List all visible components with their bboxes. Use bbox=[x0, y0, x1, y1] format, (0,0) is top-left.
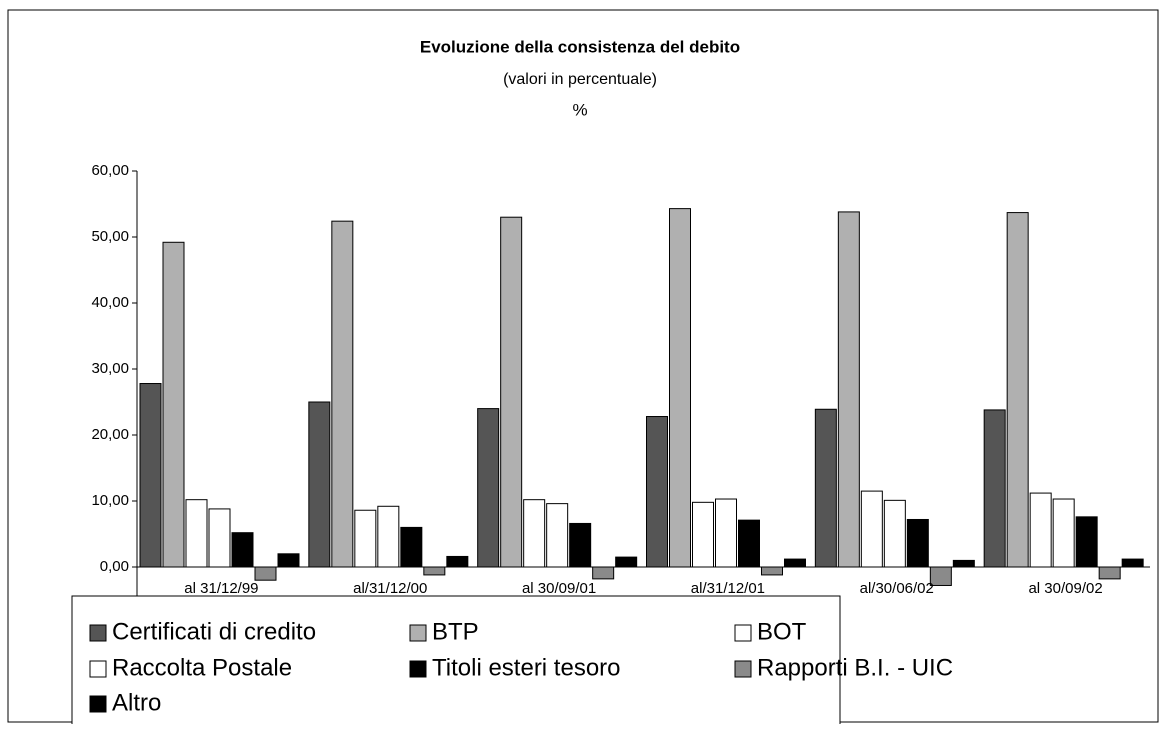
bar bbox=[500, 216, 523, 568]
bar bbox=[692, 501, 714, 568]
x-tick-label: al/31/12/00 bbox=[353, 580, 427, 597]
legend-swatch bbox=[89, 660, 107, 678]
bar bbox=[446, 555, 469, 568]
bar bbox=[1098, 566, 1121, 580]
chart-subtitle: (valori in percentuale) bbox=[503, 71, 657, 88]
bar bbox=[231, 532, 254, 568]
y-tick-label: 20,00 bbox=[91, 426, 129, 443]
chart-title: Evoluzione della consistenza del debito bbox=[420, 37, 740, 56]
bar bbox=[1006, 212, 1029, 568]
bar bbox=[569, 522, 592, 568]
bar bbox=[615, 556, 638, 568]
bar bbox=[1052, 498, 1075, 568]
legend-swatch bbox=[89, 624, 107, 642]
legend-label: Raccolta Postale bbox=[112, 654, 292, 681]
y-tick-label: 50,00 bbox=[91, 228, 129, 245]
legend-label: BOT bbox=[757, 618, 807, 645]
y-tick-label: 10,00 bbox=[91, 492, 129, 509]
bar bbox=[354, 509, 377, 568]
bar bbox=[983, 409, 1006, 568]
legend-label: Certificati di credito bbox=[112, 618, 316, 645]
bar bbox=[185, 499, 208, 568]
bar bbox=[906, 518, 929, 568]
bar bbox=[761, 566, 783, 576]
x-tick-label: al/31/12/01 bbox=[691, 580, 765, 597]
bar bbox=[784, 558, 806, 568]
bar bbox=[669, 208, 691, 568]
y-tick-label: 40,00 bbox=[91, 294, 129, 311]
legend-label: Titoli esteri tesoro bbox=[432, 654, 621, 681]
legend-label: Altro bbox=[112, 689, 161, 716]
bar bbox=[646, 416, 668, 568]
bar bbox=[1029, 492, 1052, 568]
legend-swatch bbox=[409, 624, 427, 642]
y-tick-label: 30,00 bbox=[91, 360, 129, 377]
legend-swatch bbox=[734, 660, 752, 678]
bar bbox=[477, 408, 500, 568]
y-tick-label: 0,00 bbox=[100, 558, 129, 575]
bar bbox=[952, 559, 975, 568]
bar bbox=[860, 490, 883, 568]
bar bbox=[592, 566, 615, 580]
bar bbox=[162, 241, 185, 568]
bar bbox=[331, 220, 354, 568]
bar bbox=[254, 566, 277, 581]
y-tick-label: 60,00 bbox=[91, 162, 129, 179]
bar bbox=[883, 499, 906, 568]
x-tick-label: al/30/06/02 bbox=[860, 580, 934, 597]
bar bbox=[277, 553, 300, 568]
bar bbox=[308, 401, 331, 568]
bar bbox=[1121, 558, 1144, 568]
legend-swatch bbox=[409, 660, 427, 678]
bar bbox=[738, 519, 760, 568]
legend-label: BTP bbox=[432, 618, 479, 645]
legend-swatch bbox=[734, 624, 752, 642]
bar bbox=[715, 498, 737, 568]
legend-box bbox=[71, 595, 841, 727]
legend: Certificati di credito BTP BOT Raccolta Pos… bbox=[71, 595, 953, 727]
x-tick-label: al 30/09/01 bbox=[522, 580, 596, 597]
bar bbox=[400, 526, 423, 568]
bar bbox=[1075, 516, 1098, 568]
bar bbox=[208, 508, 231, 568]
legend-label: Rapporti B.I. - UIC bbox=[757, 654, 953, 681]
y-axis-label: % bbox=[572, 100, 587, 119]
bar bbox=[377, 505, 400, 568]
bar bbox=[814, 408, 837, 568]
bar bbox=[139, 383, 162, 568]
bar bbox=[546, 503, 569, 568]
legend-swatch bbox=[89, 695, 107, 713]
x-tick-label: al 30/09/02 bbox=[1028, 580, 1102, 597]
x-tick-label: al 31/12/99 bbox=[184, 580, 258, 597]
bar bbox=[423, 566, 446, 576]
bar bbox=[837, 211, 860, 568]
bar bbox=[523, 499, 546, 568]
